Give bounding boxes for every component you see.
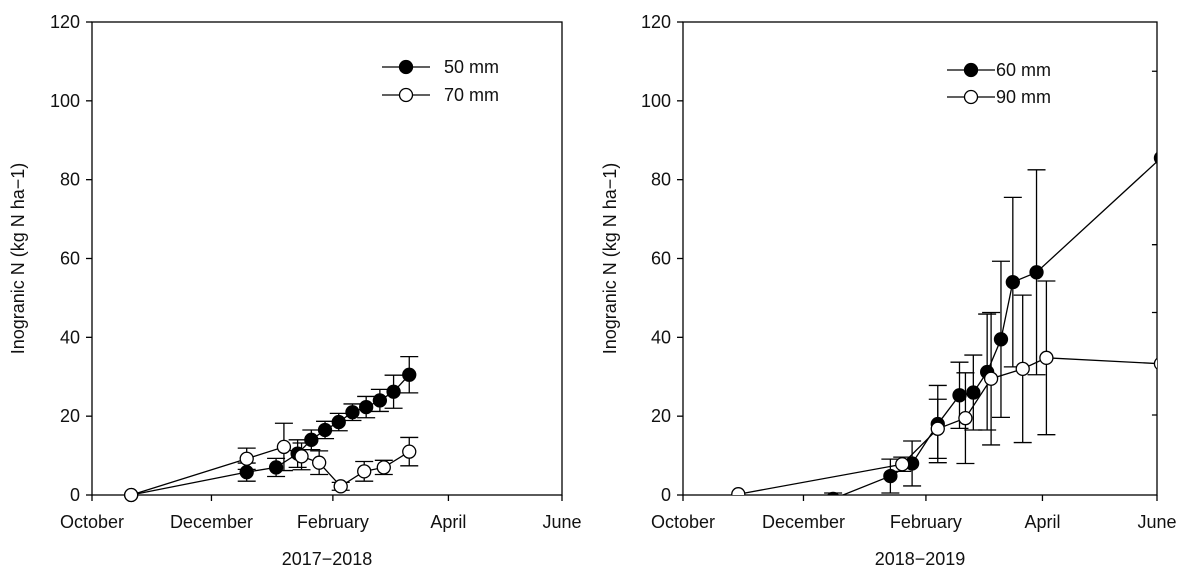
plot-area: [124, 355, 419, 503]
data-point: [930, 421, 945, 436]
data-point: [276, 439, 292, 455]
data-point: [827, 491, 840, 495]
data-point: [357, 464, 372, 479]
data-point: [345, 405, 360, 420]
legend-marker: [398, 87, 414, 103]
data-point: [402, 444, 417, 459]
y-tick-label: 60: [60, 249, 80, 269]
data-point: [386, 384, 401, 399]
data-point: [1153, 357, 1157, 370]
data-point: [895, 457, 910, 472]
data-point: [304, 432, 319, 447]
data-point: [958, 410, 973, 426]
x-tick-label: June: [542, 512, 581, 532]
x-tick-label: June: [1137, 512, 1176, 532]
legend-marker: [963, 62, 979, 78]
data-point: [731, 487, 746, 495]
data-point: [268, 460, 284, 475]
x-tick-label: December: [762, 512, 845, 532]
legend-marker: [398, 59, 414, 75]
y-axis-title: Inogranic N (kg N ha−1): [600, 163, 620, 355]
data-point: [312, 455, 327, 470]
plot-frame: [682, 21, 1158, 496]
x-axis-title: 2018−2019: [875, 549, 966, 569]
y-tick-label: 100: [641, 91, 671, 111]
data-point: [1029, 265, 1044, 280]
legend: 60 mm 90 mm: [947, 60, 1051, 107]
series-line-2: [738, 357, 1157, 495]
y-tick-label: 0: [661, 485, 671, 505]
x-tick-label: February: [297, 512, 369, 532]
y-tick-label: 120: [50, 12, 80, 32]
data-point: [1153, 152, 1157, 164]
data-point: [1015, 361, 1030, 377]
chart-panel-1: 0 20 40 60 80 100 120 October December February Ap…: [8, 12, 582, 569]
x-tick-label: April: [1024, 512, 1060, 532]
data-point: [333, 479, 348, 494]
data-point: [294, 449, 309, 464]
y-tick-label: 20: [60, 406, 80, 426]
y-tick-label: 20: [651, 406, 671, 426]
y-tick-label: 120: [641, 12, 671, 32]
data-point: [983, 371, 999, 386]
y-tick-label: 80: [60, 170, 80, 190]
data-point: [376, 460, 391, 475]
y-tick-label: 40: [651, 327, 671, 347]
y-tick-label: 80: [651, 170, 671, 190]
data-point: [1039, 350, 1054, 365]
legend-label: 70 mm: [444, 85, 499, 105]
x-tick-label: April: [430, 512, 466, 532]
y-tick-label: 0: [70, 485, 80, 505]
y-tick-label: 60: [651, 249, 671, 269]
x-tick-label: February: [890, 512, 962, 532]
legend: 50 mm 70 mm: [382, 57, 499, 105]
data-point: [124, 487, 139, 503]
y-tick-label: 40: [60, 327, 80, 347]
x-axis-title: 2017−2018: [282, 549, 373, 569]
legend-label: 50 mm: [444, 57, 499, 77]
x-tick-label: December: [170, 512, 253, 532]
data-point: [317, 422, 333, 438]
legend-label: 60 mm: [996, 60, 1051, 80]
x-tick-label: October: [60, 512, 124, 532]
data-point: [359, 399, 374, 415]
data-point: [966, 385, 981, 400]
data-point: [239, 451, 254, 466]
data-point: [883, 468, 898, 484]
plot-area: [731, 70, 1157, 495]
x-tick-label: October: [651, 512, 715, 532]
series-line-1: [841, 160, 1157, 495]
chart-panel-2: 0 20 40 60 80 100 120 October December February Ap…: [600, 12, 1177, 569]
data-point: [372, 393, 388, 408]
data-point: [993, 332, 1009, 347]
data-point: [402, 367, 417, 382]
legend-label: 90 mm: [996, 87, 1051, 107]
y-axis-title: Inogranic N (kg N ha−1): [8, 163, 28, 355]
data-point: [1005, 274, 1020, 290]
y-tick-label: 100: [50, 91, 80, 111]
legend-marker: [963, 89, 979, 105]
data-point: [952, 388, 967, 403]
data-point: [331, 414, 346, 430]
